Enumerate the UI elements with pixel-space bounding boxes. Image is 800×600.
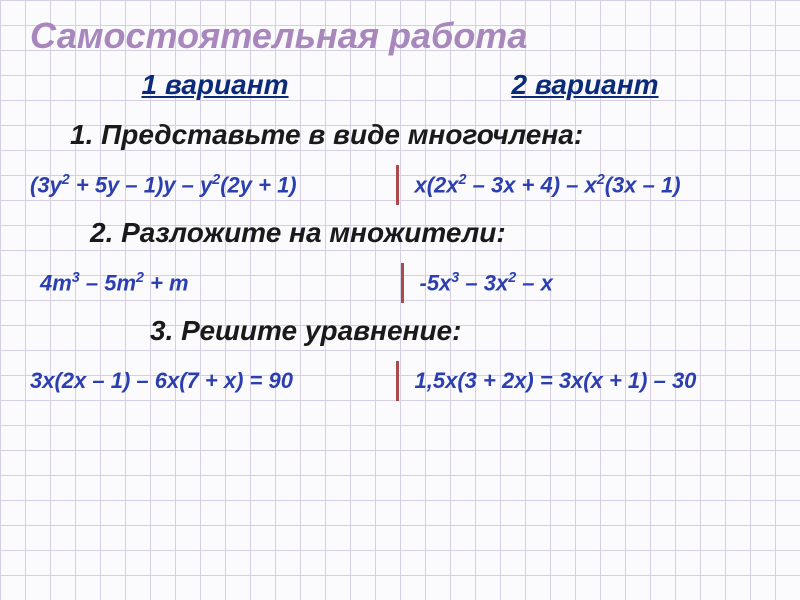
task-3-heading: 3. Решите уравнение: [30, 315, 770, 347]
task-2-left-expr: 4m3 – 5m2 + m [40, 270, 189, 296]
task-3-left-expr: 3x(2x – 1) – 6x(7 + x) = 90 [30, 368, 293, 394]
task-1-heading: 1. Представьте в виде многочлена: [30, 119, 770, 151]
page-title: Самостоятельная работа [30, 15, 770, 57]
variant-1-label: 1 вариант [141, 69, 288, 101]
variants-row: 1 вариант 2 вариант [30, 69, 770, 101]
task-2-right-expr: -5x3 – 3x2 – x [420, 270, 553, 296]
task-3-row: 3x(2x – 1) – 6x(7 + x) = 90 1,5x(3 + 2x)… [30, 361, 770, 401]
variant-2-label: 2 вариант [511, 69, 658, 101]
task-2-heading: 2. Разложите на множители: [30, 217, 770, 249]
task-1-right-expr: x(2x2 – 3x + 4) – x2(3x – 1) [415, 172, 681, 198]
task-2-row: 4m3 – 5m2 + m -5x3 – 3x2 – x [30, 263, 770, 303]
task-1-row: (3y2 + 5y – 1)y – y2(2y + 1) x(2x2 – 3x … [30, 165, 770, 205]
task-3-right-expr: 1,5x(3 + 2x) = 3x(x + 1) – 30 [415, 368, 697, 394]
task-1-left-expr: (3y2 + 5y – 1)y – y2(2y + 1) [30, 172, 297, 198]
